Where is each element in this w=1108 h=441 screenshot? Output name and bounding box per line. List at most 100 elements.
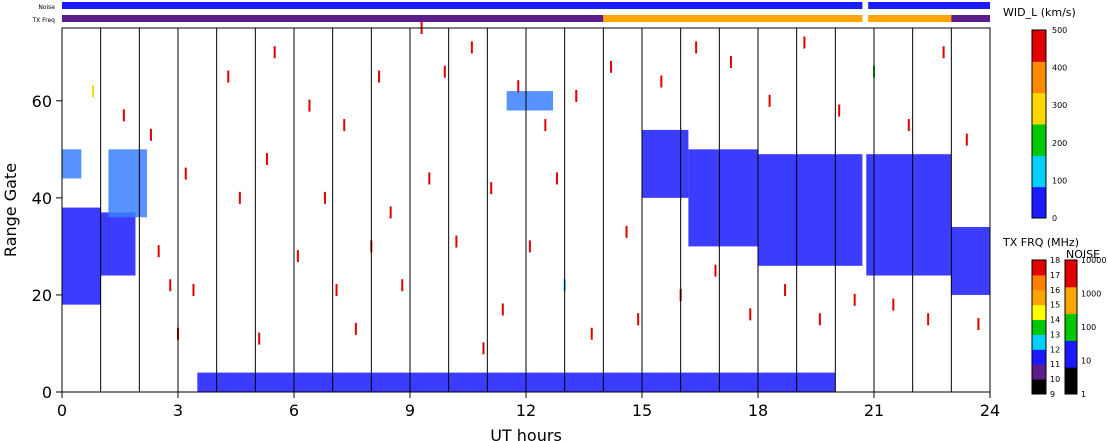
data-point — [784, 284, 787, 297]
colorbar-tick-label: 13 — [1050, 330, 1060, 339]
data-point — [501, 303, 504, 316]
x-tick-label: 3 — [173, 401, 183, 420]
data-point — [907, 119, 910, 132]
data-point — [749, 308, 752, 321]
strip-segment — [951, 15, 990, 22]
echo-region — [108, 149, 148, 218]
strip-label: TX Freq — [31, 17, 55, 24]
colorbar-tick-label: 12 — [1050, 345, 1060, 354]
x-tick-label: 9 — [405, 401, 415, 420]
data-point — [625, 225, 628, 238]
colorbar-swatch — [1065, 367, 1077, 395]
x-tick-label: 15 — [632, 401, 652, 420]
colorbar-tick-label: 300 — [1052, 101, 1067, 110]
colorbar-tick-label: 10000 — [1081, 256, 1106, 265]
colorbar-tick-label: 100 — [1052, 176, 1067, 185]
colorbar-swatch — [1032, 364, 1046, 380]
colorbar-swatch — [1065, 260, 1077, 288]
data-point — [258, 332, 261, 345]
x-tick-label: 12 — [516, 401, 536, 420]
data-point — [818, 313, 821, 326]
echo-region — [758, 154, 863, 266]
echo-region — [642, 129, 689, 198]
strip-segment — [62, 15, 604, 22]
data-point — [265, 153, 268, 166]
y-tick-label: 20 — [32, 286, 52, 305]
y-tick-label: 0 — [42, 383, 52, 402]
data-point — [853, 293, 856, 306]
colorbar-tick-label: 1000 — [1081, 290, 1101, 299]
colorbar-tick-label: 0 — [1052, 214, 1057, 223]
colorbar-tick-label: 18 — [1050, 256, 1060, 265]
x-tick-label: 21 — [864, 401, 884, 420]
data-point — [157, 245, 160, 258]
colorbar-frame — [1031, 29, 1047, 219]
y-tick-label: 60 — [32, 92, 52, 111]
x-tick-label: 6 — [289, 401, 299, 420]
echo-region — [197, 372, 836, 392]
data-point — [838, 104, 841, 117]
data-point — [892, 298, 895, 311]
data-point — [443, 65, 446, 78]
data-point — [490, 182, 493, 195]
colorbar-title: WID_L (km/s) — [1003, 6, 1076, 19]
data-point — [169, 279, 172, 292]
data-point — [184, 167, 187, 180]
data-point — [803, 36, 806, 49]
y-axis-label: Range Gate — [1, 163, 20, 257]
data-point — [323, 191, 326, 204]
echo-region — [62, 207, 101, 305]
data-point — [401, 279, 404, 292]
data-point — [389, 206, 392, 219]
y-tick-label: 40 — [32, 189, 52, 208]
data-point — [308, 99, 311, 112]
colorbar-swatch — [1032, 379, 1046, 395]
data-point — [544, 119, 547, 132]
data-point — [517, 80, 520, 93]
data-point — [528, 240, 531, 253]
x-axis-label: UT hours — [490, 426, 562, 441]
data-point — [273, 46, 276, 59]
data-point — [238, 191, 241, 204]
data-point — [378, 70, 381, 83]
echo-region — [506, 91, 554, 111]
colorbar-swatch — [1032, 304, 1046, 321]
data-point — [428, 172, 431, 185]
strip-segment — [868, 2, 990, 9]
data-point — [575, 89, 578, 102]
data-point — [122, 109, 125, 122]
colorbar-frame — [1031, 259, 1047, 395]
colorbar-tick-label: 500 — [1052, 26, 1067, 35]
data-point — [729, 55, 732, 68]
data-point — [714, 264, 717, 277]
colorbar-swatch — [1032, 186, 1046, 219]
colorbar-tick-label: 100 — [1081, 323, 1096, 332]
data-point — [927, 313, 930, 326]
colorbar-tick-label: 11 — [1050, 360, 1060, 369]
colorbar-tick-label: 16 — [1050, 286, 1060, 295]
data-point — [977, 318, 980, 331]
data-point — [455, 235, 458, 248]
data-point — [660, 75, 663, 88]
strip-segment — [868, 15, 952, 22]
colorbar-tick-label: 17 — [1050, 271, 1060, 280]
colorbar-tick-label: 1 — [1081, 390, 1086, 399]
data-point — [296, 250, 299, 263]
colorbar-swatch — [1032, 334, 1046, 350]
data-point — [354, 322, 357, 335]
data-point — [555, 172, 558, 185]
data-point — [343, 119, 346, 132]
data-point — [91, 85, 94, 98]
echo-region — [866, 154, 952, 276]
data-point — [335, 284, 338, 297]
data-point — [637, 313, 640, 326]
data-point — [470, 41, 473, 54]
colorbar-tick-label: 9 — [1050, 390, 1055, 399]
x-tick-label: 24 — [980, 401, 1000, 420]
data-point — [965, 133, 968, 146]
colorbar-frame — [1064, 259, 1078, 395]
colorbar-swatch — [1032, 155, 1046, 188]
colorbar-title: NOISE — [1066, 248, 1100, 261]
strip-segment — [62, 2, 863, 9]
